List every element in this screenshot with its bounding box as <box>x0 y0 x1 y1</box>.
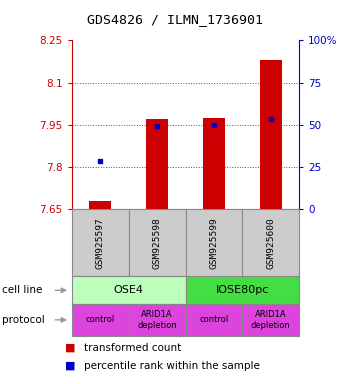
Text: protocol: protocol <box>2 315 44 325</box>
Bar <box>203 118 225 209</box>
Text: GSM925598: GSM925598 <box>153 217 162 269</box>
Text: ■: ■ <box>65 343 75 353</box>
Text: transformed count: transformed count <box>84 343 181 353</box>
Bar <box>89 201 111 209</box>
Text: ARID1A
depletion: ARID1A depletion <box>137 310 177 329</box>
Text: GDS4826 / ILMN_1736901: GDS4826 / ILMN_1736901 <box>87 13 263 26</box>
Text: OSE4: OSE4 <box>114 285 144 295</box>
Bar <box>146 119 168 209</box>
Text: control: control <box>199 315 229 324</box>
Text: GSM925599: GSM925599 <box>209 217 218 269</box>
Bar <box>260 60 282 209</box>
Text: control: control <box>85 315 115 324</box>
Text: ■: ■ <box>65 361 75 371</box>
Text: ARID1A
depletion: ARID1A depletion <box>251 310 291 329</box>
Text: GSM925597: GSM925597 <box>96 217 105 269</box>
Text: GSM925600: GSM925600 <box>266 217 275 269</box>
Text: percentile rank within the sample: percentile rank within the sample <box>84 361 260 371</box>
Text: IOSE80pc: IOSE80pc <box>216 285 269 295</box>
Text: cell line: cell line <box>2 285 42 295</box>
